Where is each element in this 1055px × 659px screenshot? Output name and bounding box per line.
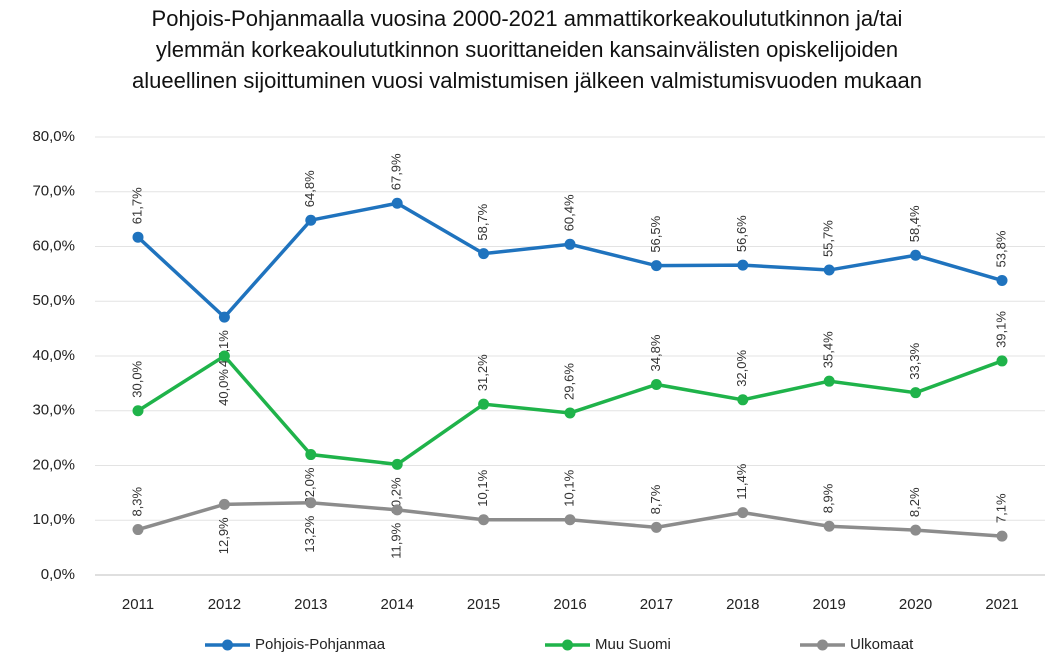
x-tick-label: 2021 [985, 596, 1018, 613]
data-point [564, 238, 576, 250]
chart-title: alueellinen sijoittuminen vuosi valmistu… [132, 68, 922, 93]
data-label: 64,8% [302, 170, 317, 207]
legend-label: Ulkomaat [850, 636, 914, 653]
y-tick-label: 0,0% [41, 566, 75, 583]
data-point [564, 407, 576, 419]
data-point [391, 197, 403, 209]
data-label: 56,6% [734, 215, 749, 252]
y-tick-label: 40,0% [32, 347, 75, 364]
data-point [391, 458, 403, 470]
data-label: 58,7% [475, 203, 490, 240]
y-tick-label: 50,0% [32, 292, 75, 309]
legend-marker [817, 639, 828, 651]
y-tick-label: 10,0% [32, 511, 75, 528]
data-point [391, 504, 403, 516]
data-point [823, 264, 835, 276]
data-point [218, 498, 230, 510]
data-point [305, 449, 317, 461]
data-point [910, 249, 922, 261]
data-label: 7,1% [993, 493, 1008, 523]
data-point [478, 398, 490, 410]
data-label: 35,4% [821, 331, 836, 368]
data-label: 11,4% [734, 463, 749, 499]
data-label: 31,2% [475, 354, 490, 391]
y-tick-label: 60,0% [32, 237, 75, 254]
data-label: 60,4% [561, 194, 576, 231]
data-point [996, 530, 1008, 542]
x-tick-label: 2016 [553, 596, 586, 613]
y-tick-label: 80,0% [32, 128, 75, 145]
x-tick-label: 2011 [122, 596, 154, 613]
data-point [737, 259, 749, 271]
data-label: 8,7% [648, 484, 663, 514]
data-label: 58,4% [907, 205, 922, 242]
chart-title: Pohjois-Pohjanmaalla vuosina 2000-2021 a… [152, 6, 903, 31]
data-label: 22,0% [302, 467, 317, 504]
data-label: 55,7% [821, 220, 836, 257]
data-label: 56,5% [648, 215, 663, 252]
data-label: 8,9% [821, 483, 836, 513]
data-label: 10,1% [475, 469, 490, 506]
data-label: 29,6% [561, 363, 576, 400]
data-label: 12,9% [216, 517, 231, 554]
data-point [305, 497, 317, 509]
x-tick-label: 2015 [467, 596, 500, 613]
data-point [132, 524, 144, 536]
data-label: 13,2% [302, 515, 317, 552]
data-point [737, 394, 749, 406]
x-tick-label: 2014 [381, 596, 414, 613]
data-point [650, 378, 662, 390]
data-label: 67,9% [389, 153, 404, 190]
data-point [996, 274, 1008, 286]
x-tick-label: 2013 [294, 596, 327, 613]
data-label: 39,1% [993, 311, 1008, 348]
data-point [218, 311, 230, 323]
data-label: 8,2% [907, 487, 922, 517]
data-label: 10,1% [561, 469, 576, 506]
data-point [478, 514, 490, 526]
y-tick-label: 20,0% [32, 456, 75, 473]
data-label: 8,3% [129, 486, 144, 516]
data-point [996, 355, 1008, 367]
data-label: 34,8% [648, 334, 663, 371]
legend-label: Pohjois-Pohjanmaa [255, 636, 386, 653]
y-tick-label: 30,0% [32, 402, 75, 419]
data-point [737, 507, 749, 519]
data-label: 11,9% [389, 522, 404, 558]
data-point [650, 521, 662, 533]
data-label: 20,2% [389, 477, 404, 514]
data-point [564, 514, 576, 526]
data-point [218, 350, 230, 362]
x-tick-label: 2018 [726, 596, 759, 613]
data-point [478, 248, 490, 260]
data-point [132, 405, 144, 417]
data-label: 61,7% [129, 187, 144, 224]
legend-marker [562, 639, 573, 651]
data-point [823, 375, 835, 387]
data-label: 32,0% [734, 349, 749, 386]
data-point [650, 260, 662, 272]
data-label: 30,0% [129, 360, 144, 397]
chart-title: ylemmän korkeakoulututkinnon suorittanei… [156, 37, 898, 62]
data-point [305, 214, 317, 226]
data-point [132, 231, 144, 243]
y-tick-label: 70,0% [32, 183, 75, 200]
legend-label: Muu Suomi [595, 636, 671, 653]
data-point [823, 520, 835, 532]
data-point [910, 524, 922, 536]
x-tick-label: 2020 [899, 596, 932, 613]
x-tick-label: 2017 [640, 596, 673, 613]
x-tick-label: 2019 [813, 596, 846, 613]
data-label: 33,3% [907, 342, 922, 379]
legend-marker [222, 639, 233, 651]
data-point [910, 387, 922, 399]
data-label: 40,0% [216, 369, 231, 406]
data-label: 53,8% [993, 230, 1008, 267]
x-tick-label: 2012 [208, 596, 241, 613]
